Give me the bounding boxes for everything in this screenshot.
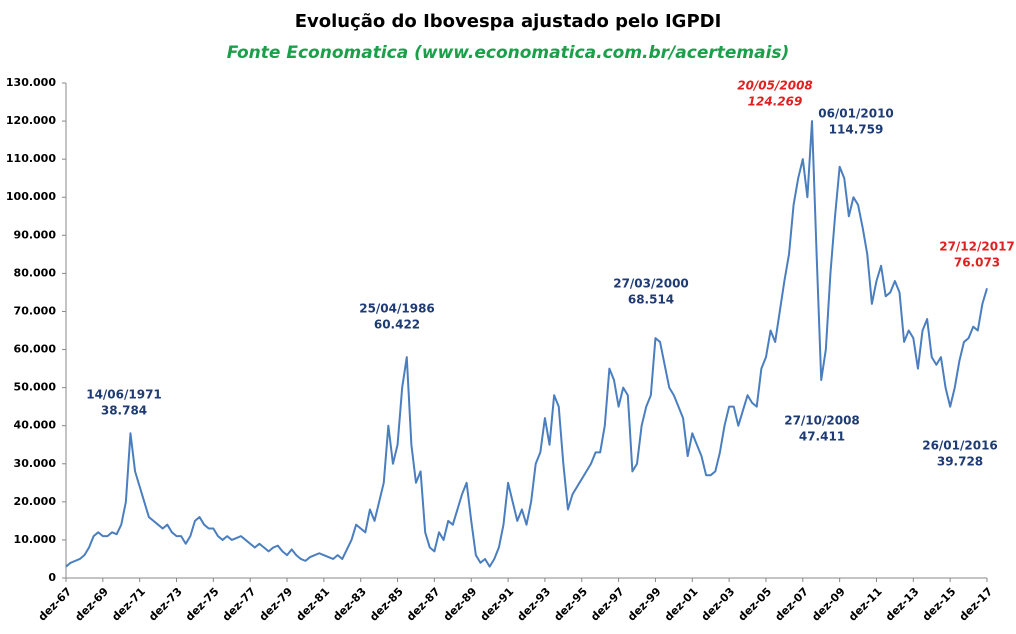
chart-title: Evolução do Ibovespa ajustado pelo IGPDI — [295, 11, 722, 32]
x-tick-label: dez-17 — [957, 585, 996, 624]
annotation-value: 68.514 — [628, 293, 674, 307]
chart-subtitle: Fonte Economatica (www.economatica.com.b… — [227, 43, 790, 63]
x-tick-label: dez-05 — [736, 585, 775, 624]
x-tick-label: dez-15 — [920, 585, 959, 624]
annotation-value: 39.728 — [937, 455, 983, 469]
y-tick-label: 70.000 — [14, 304, 57, 317]
y-tick-label: 60.000 — [14, 343, 57, 356]
x-tick-label: dez-95 — [551, 585, 590, 624]
annotation-date: 20/05/2008 — [737, 79, 813, 93]
x-tick-label: dez-13 — [883, 585, 922, 624]
annotation-value: 114.759 — [829, 123, 884, 137]
y-tick-label: 30.000 — [14, 457, 57, 470]
y-tick-label: 90.000 — [14, 228, 57, 241]
annotation-value: 124.269 — [748, 95, 803, 109]
annotation-value: 60.422 — [374, 318, 420, 332]
x-tick-label: dez-09 — [809, 585, 848, 624]
y-tick-label: 10.000 — [14, 533, 57, 546]
x-tick-label: dez-91 — [478, 585, 517, 624]
x-tick-label: dez-93 — [515, 585, 554, 624]
y-tick-label: 50.000 — [14, 381, 57, 394]
y-tick-label: 0 — [48, 571, 56, 584]
y-tick-label: 20.000 — [14, 495, 57, 508]
annotation-value: 47.411 — [799, 430, 845, 444]
annotation-date: 27/10/2008 — [784, 414, 860, 428]
x-tick-label: dez-97 — [588, 585, 627, 624]
x-tick-label: dez-87 — [404, 585, 443, 624]
x-tick-label: dez-77 — [220, 585, 259, 624]
x-tick-label: dez-69 — [72, 585, 111, 624]
x-tick-label: dez-99 — [625, 585, 664, 624]
x-tick-label: dez-89 — [441, 585, 480, 624]
y-tick-label: 110.000 — [6, 152, 56, 165]
annotation-date: 06/01/2010 — [818, 107, 894, 121]
x-tick-label: dez-01 — [662, 585, 701, 624]
y-tick-label: 40.000 — [14, 419, 57, 432]
annotation-date: 26/01/2016 — [922, 439, 998, 453]
y-tick-label: 80.000 — [14, 266, 57, 279]
y-tick-label: 120.000 — [6, 114, 56, 127]
x-tick-label: dez-79 — [257, 585, 296, 624]
x-tick-label: dez-73 — [146, 585, 185, 624]
x-tick-label: dez-11 — [846, 585, 885, 624]
annotation-value: 38.784 — [101, 404, 147, 418]
annotation-date: 14/06/1971 — [86, 388, 162, 402]
y-tick-label: 100.000 — [6, 190, 56, 203]
x-tick-label: dez-75 — [183, 585, 222, 624]
x-tick-label: dez-71 — [109, 585, 148, 624]
x-tick-label: dez-85 — [367, 585, 406, 624]
annotation-date: 27/03/2000 — [613, 277, 689, 291]
annotation-value: 76.073 — [954, 256, 1000, 270]
series-line — [65, 120, 988, 568]
x-tick-label: dez-81 — [293, 585, 332, 624]
x-tick-label: dez-07 — [772, 585, 811, 624]
x-tick-label: dez-83 — [330, 585, 369, 624]
x-tick-label: dez-67 — [36, 585, 75, 624]
annotation-date: 25/04/1986 — [359, 302, 435, 316]
annotation-date: 27/12/2017 — [939, 240, 1015, 254]
y-tick-label: 130.000 — [6, 76, 56, 89]
x-tick-label: dez-03 — [699, 585, 738, 624]
